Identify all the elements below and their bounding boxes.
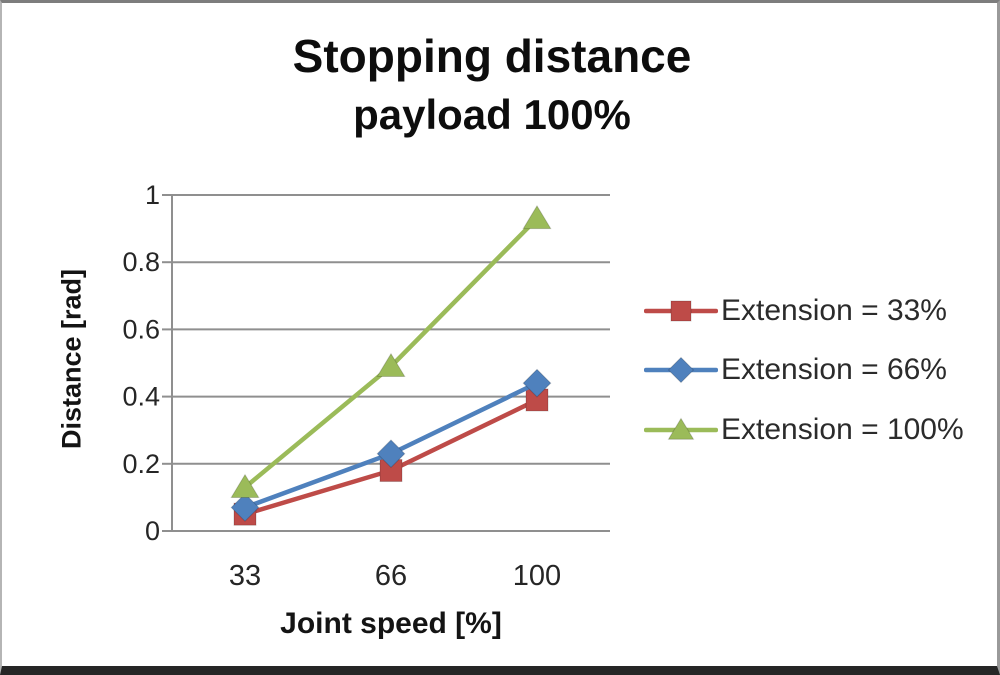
data-point-marker	[522, 368, 552, 398]
chart-subtitle: payload 100%	[353, 91, 631, 138]
y-tick-label: 0.6	[122, 314, 160, 344]
data-point-marker	[376, 439, 406, 469]
x-tick-label: 33	[229, 560, 261, 592]
chart-title: Stopping distance	[292, 30, 692, 82]
y-tick-label: 0.4	[122, 382, 160, 412]
data-point-marker	[670, 300, 692, 322]
data-point-marker	[230, 473, 260, 498]
data-point-marker	[376, 352, 406, 377]
x-tick-label: 100	[513, 560, 561, 592]
y-tick-label: 0.8	[122, 247, 160, 277]
legend-marker	[644, 417, 718, 440]
legend-item: Extension = 100%	[644, 412, 964, 448]
legend-marker	[644, 356, 718, 384]
data-point-marker	[667, 417, 695, 440]
legend-item: Extension = 33%	[644, 293, 947, 329]
y-tick-label: 1	[145, 180, 160, 210]
legend-item: Extension = 66%	[644, 352, 947, 388]
data-point-marker	[667, 356, 695, 384]
legend-marker	[644, 300, 718, 322]
data-point-marker	[230, 493, 260, 522]
x-tick-label: 66	[375, 560, 407, 592]
plot-area: 0 0.2 0.4 0.6 0.8 1 33 66 100	[122, 180, 610, 592]
legend-label: Extension = 66%	[721, 353, 947, 386]
data-point-marker	[522, 204, 552, 230]
legend-label: Extension = 33%	[721, 294, 947, 327]
y-tick-label: 0	[145, 516, 160, 546]
x-axis-title: Joint speed [%]	[280, 607, 502, 640]
y-tick-label: 0.2	[122, 449, 160, 479]
legend-label: Extension = 100%	[721, 413, 964, 446]
